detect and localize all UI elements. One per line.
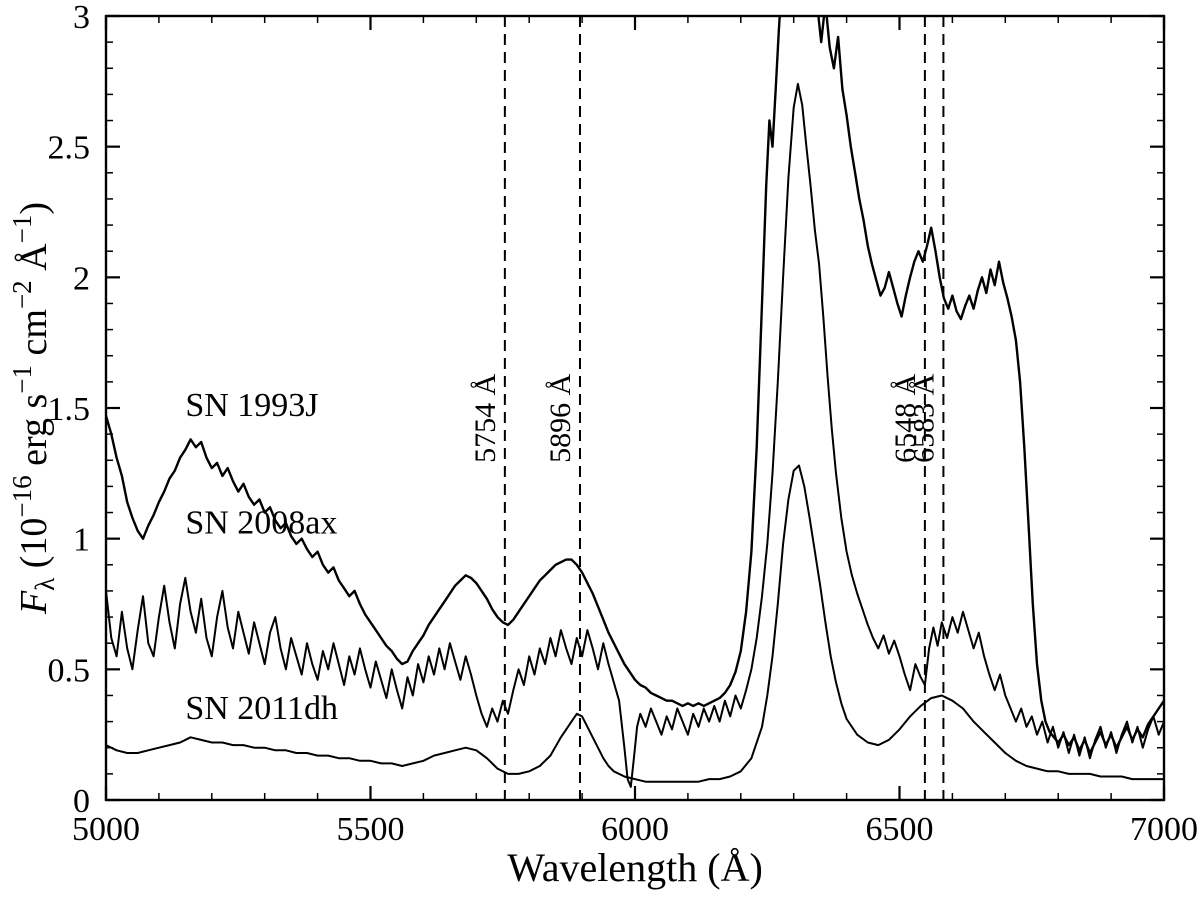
- y-tick-label: 2.5: [48, 130, 91, 167]
- series-sn-2011dh: [106, 464, 1164, 783]
- y-tick-label: 3: [73, 0, 90, 36]
- axis-ticks: [104, 14, 1166, 802]
- x-tick-label: 6500: [866, 811, 934, 848]
- vline-label-6548: 6548 Å: [889, 373, 922, 463]
- tick-labels: 5000 5500 6000 6500 7000 0 0.5 1 1.5 2 2.5 3: [48, 0, 1199, 848]
- svg-text:Fλ (10−16 erg s−1 cm−2 Å−1): Fλ (10−16 erg s−1 cm−2 Å−1): [7, 202, 60, 615]
- y-tick-label: 1.5: [48, 391, 91, 428]
- vline-label-5754: 5754 Å: [469, 373, 502, 463]
- series-sn-2008ax: [106, 82, 1164, 788]
- x-tick-label: 7000: [1130, 811, 1198, 848]
- y-tick-label: 0: [73, 783, 90, 820]
- vline-label-6583: 6583 Å: [907, 373, 940, 463]
- x-tick-label: 5000: [72, 811, 140, 848]
- spectra-curves: [106, 16, 1164, 788]
- y-tick-label: 1: [73, 522, 90, 559]
- y-tick-label: 0.5: [48, 652, 91, 689]
- y-tick-label: 2: [73, 260, 90, 297]
- reference-vlines: [503, 16, 945, 800]
- x-tick-label: 5500: [337, 811, 405, 848]
- x-tick-label: 6000: [601, 811, 669, 848]
- series-annotations: SN 1993J SN 2008ax SN 2011dh: [185, 387, 338, 727]
- y-axis-label: Fλ (10−16 erg s−1 cm−2 Å−1): [7, 202, 60, 615]
- annotation-sn-1993j: SN 1993J: [185, 387, 318, 424]
- annotation-sn-2011dh: SN 2011dh: [185, 690, 338, 727]
- annotation-sn-2008ax: SN 2008ax: [185, 504, 337, 541]
- vline-label-5896: 5896 Å: [544, 373, 577, 463]
- series-sn-1993j: [106, 16, 1164, 755]
- x-axis-label: Wavelength (Å): [507, 845, 763, 890]
